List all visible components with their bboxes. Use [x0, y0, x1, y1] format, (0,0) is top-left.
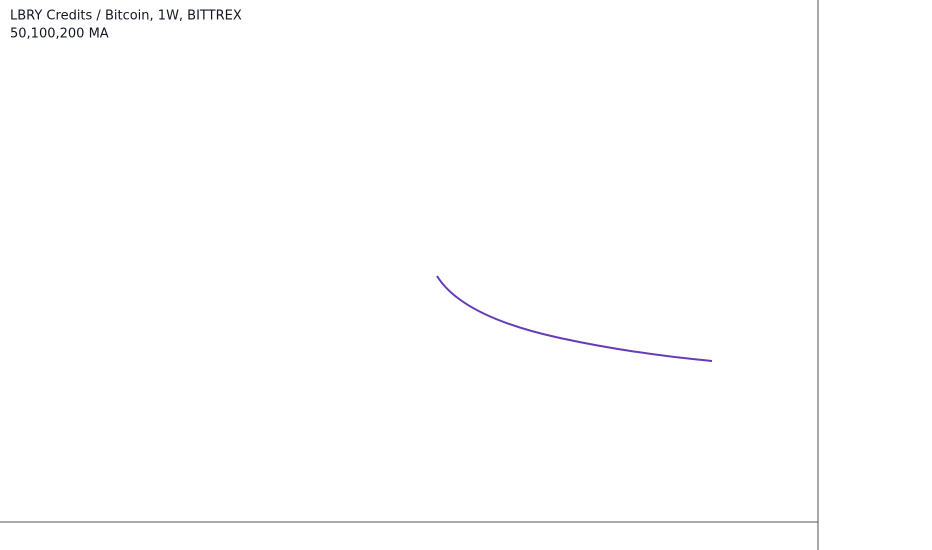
chart-subtitle: 50,100,200 MA — [10, 27, 109, 42]
drawn-curve — [436, 275, 713, 362]
chart-title: LBRY Credits / Bitcoin, 1W, BITTREX — [10, 9, 242, 24]
